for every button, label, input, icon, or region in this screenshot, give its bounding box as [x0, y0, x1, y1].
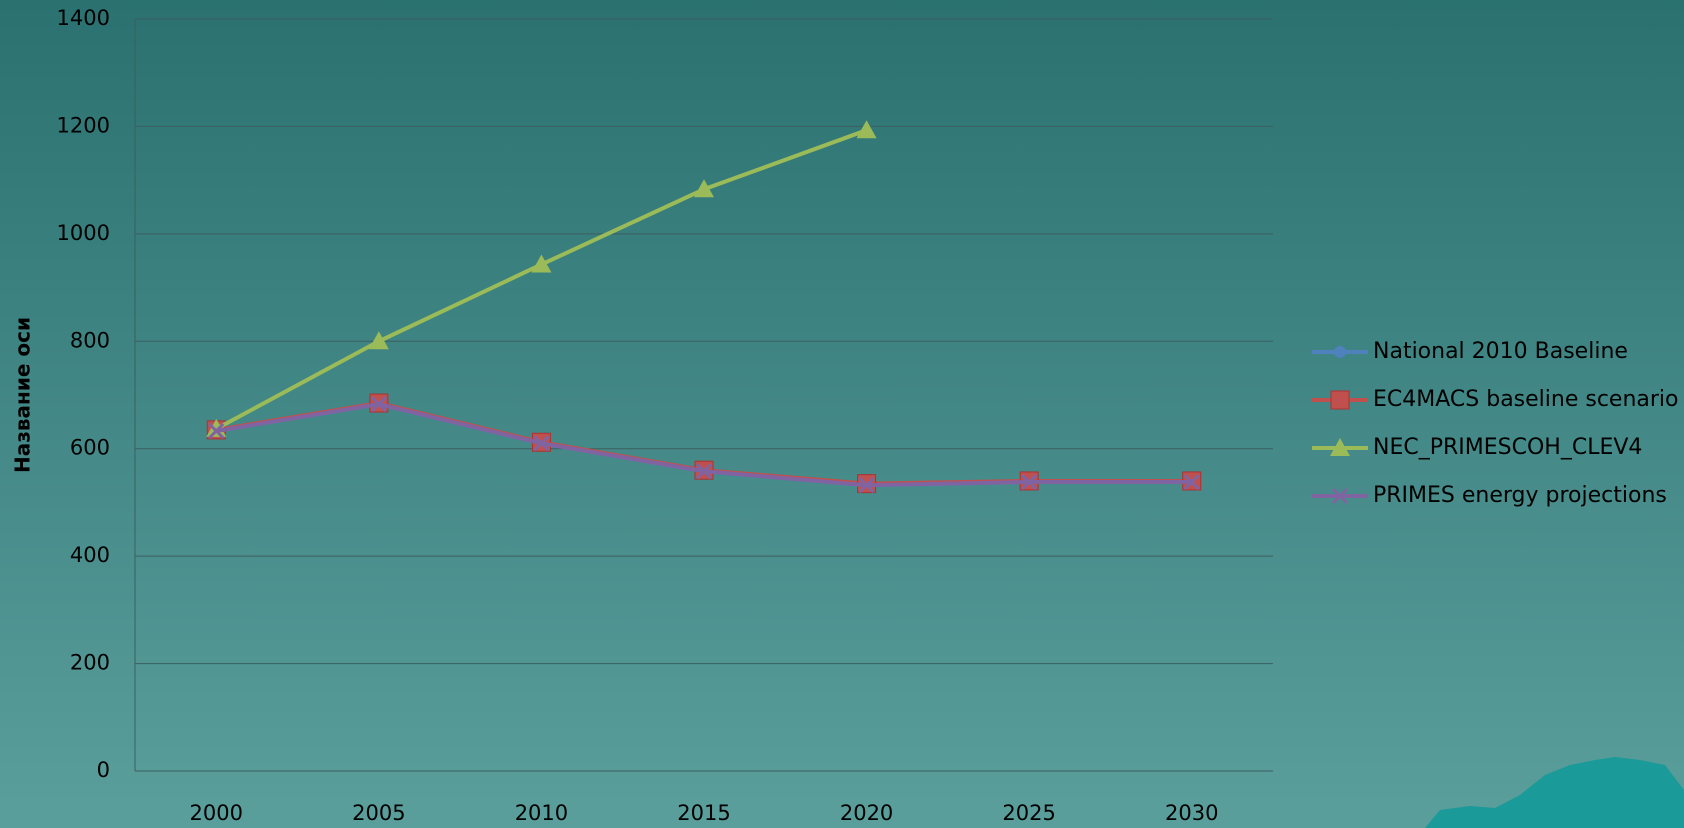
x-tick-label: 2000 [190, 801, 243, 825]
marker [1334, 346, 1346, 358]
marker [206, 418, 227, 437]
x-tick-label: 2030 [1165, 801, 1218, 825]
x-tick-label: 2015 [677, 801, 730, 825]
marker [208, 422, 225, 440]
marker [856, 120, 877, 139]
marker [370, 396, 387, 413]
y-axis-title: Название оси [11, 317, 35, 473]
legend-label: National 2010 Baseline [1373, 339, 1628, 364]
y-tick-label: 0 [97, 758, 110, 782]
plot-area: 0 200 400 600 800 1000 1200 1400 2000 2005 2010 201… [57, 6, 1679, 825]
marker [533, 435, 550, 452]
x-tick-label: 2010 [515, 801, 568, 825]
marker [368, 331, 389, 350]
y-tick-label: 800 [70, 328, 110, 352]
marker [1331, 487, 1349, 505]
legend-label: NEC_PRIMESCOH_CLEV4 [1373, 435, 1642, 460]
y-tick-label: 200 [70, 651, 110, 675]
marker [694, 179, 714, 198]
legend-label: EC4MACS baseline scenario [1373, 387, 1679, 412]
legend-label: PRIMES energy projections [1373, 483, 1667, 508]
x-tick-label: 2005 [352, 801, 405, 825]
x-tick-label: 2020 [840, 801, 893, 825]
marker [1183, 473, 1200, 491]
x-tick-label: 2025 [1002, 801, 1055, 825]
marker [531, 254, 552, 273]
marker [1330, 390, 1350, 410]
y-tick-label: 600 [70, 436, 110, 460]
marker [1021, 473, 1038, 491]
y-tick-label: 1200 [57, 113, 110, 137]
decoration [1425, 757, 1684, 828]
y-tick-label: 400 [70, 543, 110, 567]
marker [1330, 438, 1350, 456]
marker [858, 477, 875, 494]
y-tick-label: 1000 [57, 221, 110, 245]
y-tick-label: 1400 [57, 6, 110, 30]
marker [695, 463, 713, 480]
